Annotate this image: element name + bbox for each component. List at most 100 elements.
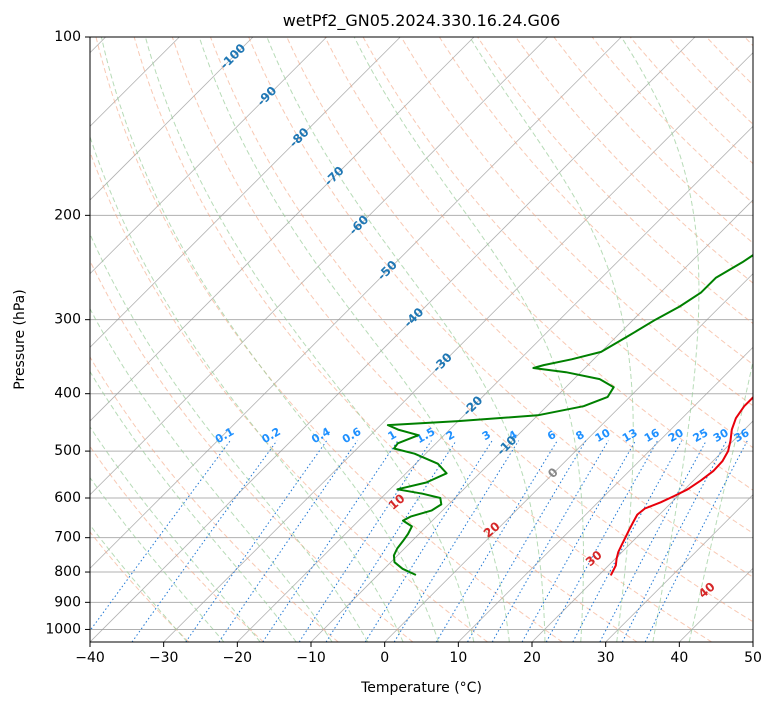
y-tick-label: 100 bbox=[54, 29, 81, 45]
isotherm-line bbox=[532, 37, 775, 642]
isotherm-line bbox=[0, 37, 400, 642]
x-tick-label: 40 bbox=[670, 650, 688, 666]
mixing-ratio-label: 10 bbox=[593, 426, 613, 445]
mixing-ratio-line bbox=[622, 441, 726, 642]
y-tick-label: 300 bbox=[54, 312, 81, 328]
temperature-profile bbox=[611, 37, 775, 575]
y-tick-label: 800 bbox=[54, 564, 81, 580]
y-tick-label: 400 bbox=[54, 386, 81, 402]
moist-adiabat-line bbox=[65, 37, 404, 642]
chart-title: wetPf2_GN05.2024.330.16.24.G06 bbox=[283, 11, 561, 31]
mixing-ratio-line bbox=[132, 441, 277, 642]
dry-adiabat-line bbox=[745, 37, 775, 642]
isotherm-line bbox=[90, 37, 695, 642]
dry-adiabat-line bbox=[172, 37, 711, 642]
isotherm-line bbox=[679, 37, 775, 642]
y-tick-label: 600 bbox=[54, 490, 81, 506]
isotherm-line bbox=[0, 37, 327, 642]
isotherm-label: -40 bbox=[401, 305, 426, 330]
isotherm-line bbox=[164, 37, 769, 642]
dry-adiabat-label: 10 bbox=[386, 491, 408, 512]
x-tick-label: 50 bbox=[744, 650, 762, 666]
mixing-ratio-line bbox=[186, 441, 327, 642]
dry-adiabat-line bbox=[0, 37, 264, 642]
moist-adiabat-line bbox=[101, 37, 438, 642]
isotherm-label: -20 bbox=[460, 393, 485, 418]
y-tick-label: 1000 bbox=[45, 621, 81, 637]
x-tick-label: −30 bbox=[149, 650, 179, 666]
mixing-ratio-label: 36 bbox=[732, 426, 752, 445]
dry-adiabat-line bbox=[707, 37, 775, 642]
isotherm-line bbox=[0, 37, 253, 642]
isotherm-label: -100 bbox=[217, 41, 248, 72]
dry-adiabat-line bbox=[20, 37, 413, 642]
dry-adiabat-line bbox=[516, 37, 775, 642]
isotherm-line bbox=[237, 37, 775, 642]
moist-adiabat-line bbox=[0, 37, 187, 642]
isotherm-line bbox=[753, 37, 775, 642]
isotherm-label: -90 bbox=[254, 84, 279, 109]
dry-adiabat-label: 30 bbox=[583, 548, 605, 569]
isotherm-line bbox=[0, 37, 474, 642]
mixing-ratio-label: 8 bbox=[573, 428, 586, 443]
x-tick-label: −20 bbox=[223, 650, 253, 666]
mixing-ratio-line bbox=[600, 441, 706, 642]
y-tick-label: 500 bbox=[54, 443, 81, 459]
mixing-ratio-line bbox=[263, 441, 398, 642]
x-axis-label: Temperature (°C) bbox=[360, 680, 482, 696]
mixing-ratio-label: 0.1 bbox=[213, 425, 236, 446]
mixing-ratio-line bbox=[546, 441, 657, 642]
mixing-ratio-label: 25 bbox=[691, 426, 711, 445]
y-tick-label: 700 bbox=[54, 530, 81, 546]
isotherm-label: -80 bbox=[287, 125, 312, 150]
moist-adiabat-line bbox=[33, 37, 368, 642]
isotherm-line bbox=[385, 37, 775, 642]
y-tick-label: 900 bbox=[54, 594, 81, 610]
dry-adiabat-line bbox=[478, 37, 775, 642]
y-axis-label: Pressure (hPa) bbox=[12, 289, 28, 389]
x-tick-label: −40 bbox=[75, 650, 105, 666]
isotherm-label: -50 bbox=[375, 258, 400, 283]
moist-adiabat-line bbox=[5, 37, 332, 642]
mixing-ratio-line bbox=[573, 441, 682, 642]
dry-adiabat-line bbox=[0, 37, 189, 642]
isotherm-label: -60 bbox=[346, 212, 371, 237]
dry-adiabat-line bbox=[58, 37, 488, 642]
mixing-ratio-line bbox=[326, 441, 456, 642]
y-tick-label: 200 bbox=[54, 207, 81, 223]
mixing-ratio-line bbox=[219, 441, 357, 642]
x-tick-label: −10 bbox=[296, 650, 326, 666]
mixing-ratio-line bbox=[394, 441, 519, 642]
dry-adiabat-line bbox=[668, 37, 775, 642]
isotherm-line bbox=[311, 37, 775, 642]
dry-adiabat-line bbox=[134, 37, 637, 642]
moist-adiabat-line bbox=[689, 37, 775, 642]
mixing-ratio-label: 16 bbox=[642, 426, 662, 445]
x-tick-label: 20 bbox=[523, 650, 541, 666]
isotherm-label: -30 bbox=[430, 350, 455, 375]
x-tick-label: 0 bbox=[380, 650, 389, 666]
mixing-ratio-line bbox=[82, 441, 231, 642]
isotherm-label: -70 bbox=[322, 164, 347, 189]
isotherm-line bbox=[458, 37, 775, 642]
moist-adiabat-line bbox=[0, 37, 260, 642]
mixing-ratio-label: 0.2 bbox=[259, 425, 282, 446]
mixing-ratio-label: 2 bbox=[444, 428, 457, 443]
mixing-ratio-label: 6 bbox=[545, 428, 558, 443]
isotherm-label: 0 bbox=[545, 465, 561, 481]
x-tick-label: 10 bbox=[449, 650, 467, 666]
moist-adiabat-line bbox=[470, 37, 634, 642]
mixing-ratio-label: 0.6 bbox=[340, 425, 364, 446]
mixing-ratio-label: 20 bbox=[666, 426, 686, 445]
isotherm-line bbox=[0, 37, 548, 642]
mixing-ratio-label: 13 bbox=[620, 426, 640, 445]
mixing-ratio-line bbox=[365, 441, 492, 642]
dry-adiabat-line bbox=[554, 37, 775, 642]
mixing-ratio-label: 3 bbox=[480, 428, 493, 443]
dry-adiabat-line bbox=[363, 37, 775, 642]
x-tick-label: 30 bbox=[597, 650, 615, 666]
